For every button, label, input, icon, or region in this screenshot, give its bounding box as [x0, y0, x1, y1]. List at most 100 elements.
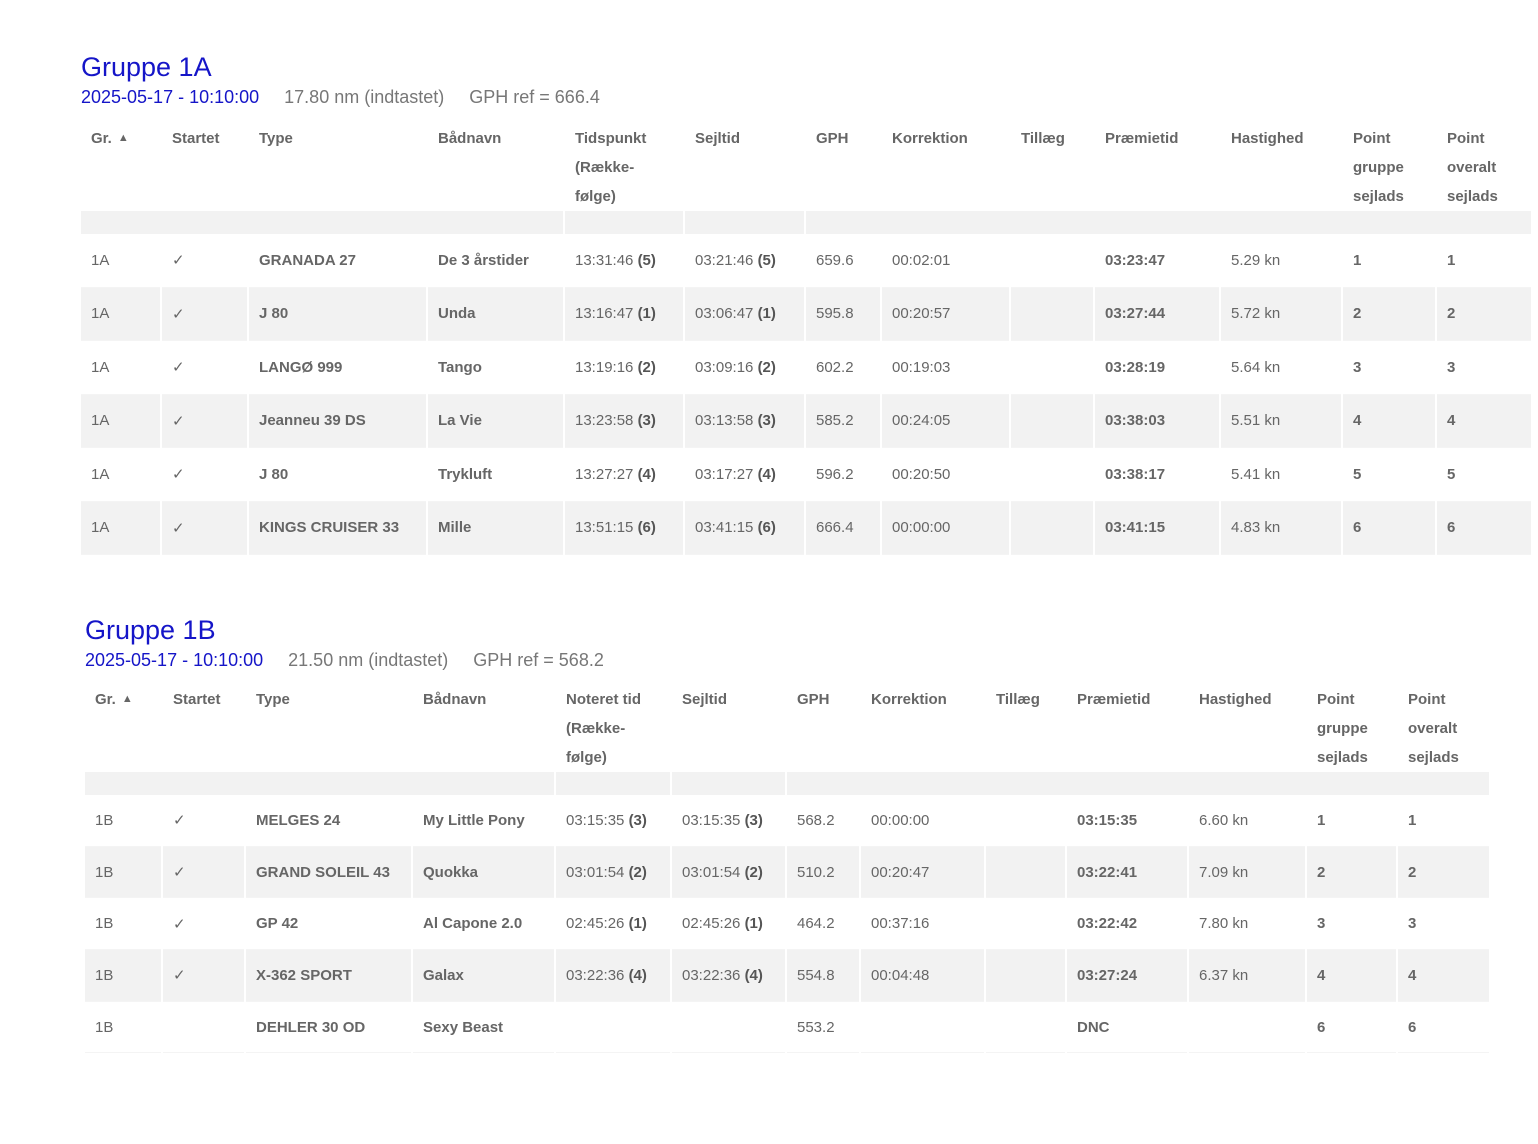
header-line: følge) [575, 188, 616, 205]
col-header-gph[interactable]: GPH [797, 691, 830, 708]
cell-boat-name[interactable]: Tango [428, 341, 563, 395]
cell-tillaeg [986, 950, 1065, 1002]
cell-boat-name[interactable]: Trykluft [428, 448, 563, 502]
table-row[interactable]: 1A ✓ GRANADA 27 De 3 årstider 13:31:46 (5) 03… [81, 234, 1531, 288]
group-title: Gruppe 1A [81, 52, 212, 82]
cell-praemietid: 03:27:44 [1095, 287, 1219, 341]
group-info: 2025-05-17 - 10:10:00 21.50 nm (indtaste… [85, 649, 1491, 671]
started-check-icon: ✓ [163, 950, 244, 1002]
table-row[interactable]: 1B ✓ MELGES 24 My Little Pony 03:15:35 (3) 03… [85, 795, 1489, 847]
cell-boat-name[interactable]: Unda [428, 287, 563, 341]
table-row[interactable]: 1A ✓ Jeanneu 39 DS La Vie 13:23:58 (3) 03:13:… [81, 394, 1531, 448]
cell-sejltid: 03:01:54 (2) [672, 846, 785, 899]
col-header-startet[interactable]: Startet [173, 691, 221, 708]
col-header-sejltid[interactable]: Sejltid [682, 691, 728, 708]
cell-korrektion: 00:20:47 [861, 846, 984, 899]
cell-tillaeg [1011, 448, 1093, 502]
cell-korrektion: 00:24:05 [882, 394, 1009, 448]
col-header-tillaeg[interactable]: Tillæg [996, 691, 1040, 708]
header-line: Point [1447, 130, 1485, 147]
cell-praemietid: 03:27:24 [1067, 950, 1187, 1002]
table-row[interactable]: 1B DEHLER 30 OD Sexy Beast 553.2 DNC 6 6 [85, 1002, 1489, 1054]
cell-type: X-362 SPORT [246, 950, 411, 1002]
header-line: Point [1317, 691, 1355, 708]
cell-boat-name[interactable]: De 3 årstider [428, 234, 563, 288]
cell-type: J 80 [249, 287, 426, 341]
col-header-badnavn[interactable]: Bådnavn [423, 691, 487, 708]
col-header-point-gruppe[interactable]: Point gruppe sejlads [1307, 683, 1396, 772]
cell-gr: 1A [81, 448, 160, 502]
cell-boat-name[interactable]: La Vie [428, 394, 563, 448]
rank-order: (4) [637, 465, 656, 483]
col-header-gr[interactable]: Gr. ▲ [81, 122, 160, 211]
col-header-startet[interactable]: Startet [172, 130, 220, 147]
cell-gr: 1B [85, 950, 161, 1002]
cell-point-gruppe: 1 [1343, 234, 1435, 288]
cell-tillaeg [986, 795, 1065, 847]
col-header-badnavn[interactable]: Bådnavn [438, 130, 502, 147]
gph-reference: GPH ref = 666.4 [469, 87, 600, 107]
started-check-icon: ✓ [162, 341, 247, 395]
time-value: 13:16:47 [575, 305, 634, 323]
table-row[interactable]: 1A ✓ LANGØ 999 Tango 13:19:16 (2) 03:09:16 (2… [81, 341, 1531, 395]
cell-boat-name[interactable]: Galax [413, 950, 554, 1002]
cell-tillaeg [986, 1002, 1065, 1054]
header-line: Point [1353, 130, 1391, 147]
cell-point-gruppe: 3 [1343, 341, 1435, 395]
race-start-datetime: 2025-05-17 - 10:10:00 [85, 650, 264, 670]
cell-boat-name[interactable]: Quokka [413, 846, 554, 899]
cell-gr: 1A [81, 287, 160, 341]
col-header-praemietid[interactable]: Præmietid [1105, 130, 1179, 147]
header-line: (Række- [575, 159, 635, 176]
cell-boat-name[interactable]: Sexy Beast [413, 1002, 554, 1054]
cell-time: 13:19:16 (2) [565, 341, 683, 395]
col-header-type[interactable]: Type [259, 130, 293, 147]
cell-boat-name[interactable]: Mille [428, 501, 563, 555]
started-check-icon: ✓ [163, 846, 244, 899]
table-row[interactable]: 1B ✓ GRAND SOLEIL 43 Quokka 03:01:54 (2) 03:0… [85, 846, 1489, 899]
table-row[interactable]: 1A ✓ J 80 Trykluft 13:27:27 (4) 03:17:27 (4) 5… [81, 448, 1531, 502]
col-header-hastighed[interactable]: Hastighed [1231, 130, 1304, 147]
table-row[interactable]: 1A ✓ KINGS CRUISER 33 Mille 13:51:15 (6) 03:4… [81, 501, 1531, 555]
sort-ascending-icon[interactable]: ▲ [117, 132, 129, 144]
cell-gph: 596.2 [806, 448, 880, 502]
table-row[interactable]: 1A ✓ J 80 Unda 13:16:47 (1) 03:06:47 (1) 595.8… [81, 287, 1531, 341]
col-header-korrektion[interactable]: Korrektion [892, 130, 968, 147]
col-header-korrektion[interactable]: Korrektion [871, 691, 947, 708]
cell-sejltid: 03:22:36 (4) [672, 950, 785, 1002]
sort-ascending-icon[interactable]: ▲ [121, 693, 133, 705]
started-check-icon [163, 1002, 244, 1054]
col-header-sejltid[interactable]: Sejltid [695, 130, 741, 147]
cell-tillaeg [986, 846, 1065, 899]
cell-gph: 553.2 [787, 1002, 859, 1054]
cell-boat-name[interactable]: Al Capone 2.0 [413, 898, 554, 951]
table-row[interactable]: 1B ✓ GP 42 Al Capone 2.0 02:45:26 (1) 02:45:2… [85, 898, 1489, 951]
cell-boat-name[interactable]: My Little Pony [413, 795, 554, 847]
cell-hastighed: 5.41 kn [1221, 448, 1341, 502]
col-header-type[interactable]: Type [256, 691, 290, 708]
col-header-gr[interactable]: Gr. ▲ [85, 683, 161, 772]
col-header-point-overalt[interactable]: Point overalt sejlads [1398, 683, 1489, 772]
time-value: 03:22:36 [566, 966, 625, 984]
cell-point-gruppe: 6 [1343, 501, 1435, 555]
cell-type: LANGØ 999 [249, 341, 426, 395]
col-header-praemietid[interactable]: Præmietid [1077, 691, 1151, 708]
cell-tillaeg [986, 898, 1065, 951]
col-header-point-gruppe[interactable]: Point gruppe sejlads [1343, 122, 1435, 211]
col-header-tidspunkt[interactable]: Tidspunkt (Række-følge) [565, 122, 683, 211]
cell-praemietid: 03:15:35 [1067, 795, 1187, 847]
col-header-noteret-tid[interactable]: Noteret tid (Række-følge) [556, 683, 670, 772]
cell-tillaeg [1011, 394, 1093, 448]
table-row[interactable]: 1B ✓ X-362 SPORT Galax 03:22:36 (4) 03:22:36 … [85, 950, 1489, 1002]
sejltid-value: 03:01:54 [682, 863, 741, 881]
cell-sejltid: 02:45:26 (1) [672, 898, 785, 951]
cell-time: 03:22:36 (4) [556, 950, 670, 1002]
cell-gph: 554.8 [787, 950, 859, 1002]
col-header-gph[interactable]: GPH [816, 130, 849, 147]
col-header-tillaeg[interactable]: Tillæg [1021, 130, 1065, 147]
col-header-hastighed[interactable]: Hastighed [1199, 691, 1272, 708]
col-header-point-overalt[interactable]: Point overalt sejlads [1437, 122, 1531, 211]
cell-point-gruppe: 2 [1343, 287, 1435, 341]
cell-point-overalt: 5 [1437, 448, 1531, 502]
cell-hastighed: 7.80 kn [1189, 898, 1305, 951]
